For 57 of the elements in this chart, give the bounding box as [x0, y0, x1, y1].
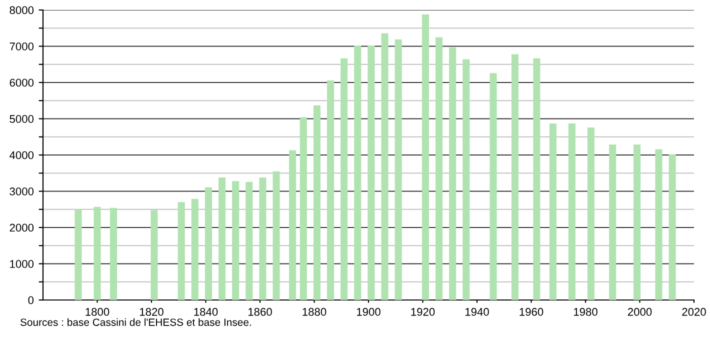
- x-tick-label: 1980: [574, 308, 598, 316]
- x-tick-label: 1880: [302, 308, 326, 316]
- bar: [246, 182, 253, 300]
- bar: [150, 210, 158, 300]
- bar: [354, 46, 362, 300]
- y-tick-label: 5000: [10, 115, 34, 123]
- bar: [462, 59, 470, 300]
- y-tick-label: 6000: [10, 78, 34, 87]
- bar: [232, 181, 240, 300]
- x-tick-label: 1940: [465, 308, 489, 316]
- bar: [94, 206, 101, 300]
- bar: [381, 33, 388, 300]
- bar: [74, 209, 82, 300]
- y-tick-label: 7000: [10, 42, 34, 50]
- x-tick-label: 1860: [248, 308, 272, 316]
- bar: [218, 177, 226, 300]
- bar: [549, 123, 556, 300]
- bar: [313, 105, 320, 300]
- x-tick-label: 1960: [520, 308, 544, 316]
- bar: [533, 58, 540, 300]
- bar: [422, 14, 429, 300]
- bar: [340, 58, 348, 300]
- x-tick-label: 1920: [411, 308, 435, 316]
- bar: [655, 149, 662, 300]
- bar: [178, 202, 185, 300]
- bar: [587, 127, 594, 300]
- x-tick-label: 1820: [140, 308, 164, 316]
- bar: [204, 187, 212, 300]
- bar: [327, 80, 334, 300]
- bar: [300, 117, 307, 300]
- y-tick-label: 0: [28, 296, 34, 304]
- bar: [368, 46, 375, 300]
- bar: [394, 39, 402, 300]
- y-tick-label: 1000: [10, 260, 34, 268]
- bar: [436, 37, 443, 300]
- bar: [259, 177, 266, 300]
- bar: [568, 123, 576, 300]
- bar: [609, 144, 616, 300]
- bar: [289, 150, 296, 300]
- x-tick-label: 1800: [86, 308, 110, 316]
- source-note: Sources : base Cassini de l'EHESS et base Insee.: [20, 318, 251, 326]
- x-tick-label: 2020: [682, 308, 706, 316]
- bar: [511, 54, 518, 300]
- bar: [110, 208, 118, 300]
- bar: [668, 154, 676, 300]
- bar: [272, 171, 280, 300]
- y-tick-label: 4000: [10, 151, 34, 160]
- bar: [490, 73, 497, 300]
- bar: [449, 47, 456, 300]
- x-tick-label: 1900: [356, 308, 380, 316]
- x-tick-label: 1840: [194, 308, 218, 316]
- bar: [634, 144, 641, 300]
- y-tick-label: 3000: [10, 188, 34, 196]
- x-tick-label: 2000: [628, 308, 652, 316]
- y-tick-label: 2000: [10, 224, 34, 232]
- bar: [191, 198, 198, 300]
- y-tick-label: 8000: [10, 6, 34, 14]
